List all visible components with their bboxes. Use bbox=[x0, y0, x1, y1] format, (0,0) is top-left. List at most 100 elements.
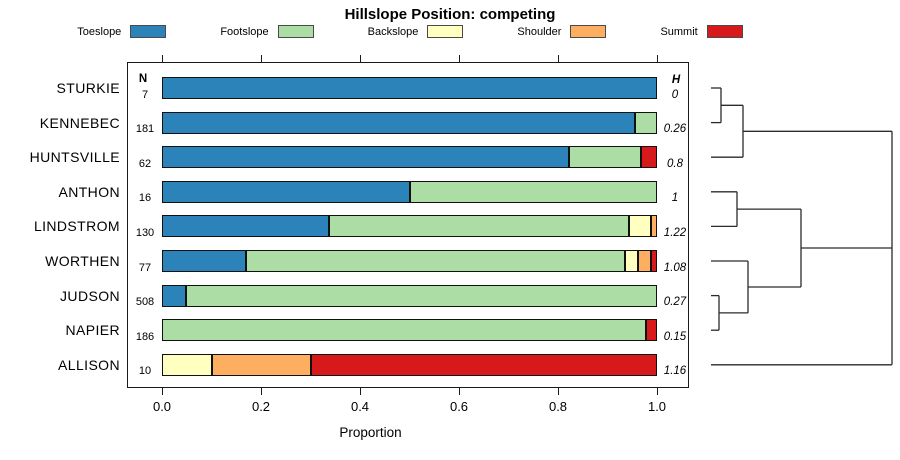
row-label-huntsville: HUNTSVILLE bbox=[29, 149, 120, 166]
x-axis-tick-label: 0.4 bbox=[350, 399, 370, 414]
bar-segment-backslope bbox=[624, 250, 638, 272]
row-label-allison: ALLISON bbox=[58, 356, 120, 373]
stacked-bar bbox=[162, 319, 657, 342]
legend-swatch-icon bbox=[706, 25, 743, 38]
x-axis-title: Proportion bbox=[339, 425, 402, 440]
bar-segment-backslope bbox=[629, 215, 651, 238]
legend-label: Footslope bbox=[220, 25, 269, 38]
bar-segment-shoulder bbox=[637, 250, 651, 272]
bar-segment-footslope bbox=[162, 319, 647, 342]
n-value: 10 bbox=[138, 365, 152, 378]
stacked-bar bbox=[162, 284, 657, 307]
stacked-bar bbox=[162, 77, 657, 99]
h-value: 1.22 bbox=[663, 226, 687, 239]
bar-segment-toeslope bbox=[162, 146, 570, 169]
stacked-bar bbox=[162, 353, 657, 376]
bar-segment-footslope bbox=[328, 215, 630, 238]
h-value: 1.16 bbox=[663, 365, 687, 378]
legend-item-summit: Summit bbox=[660, 25, 743, 38]
stacked-bar bbox=[162, 180, 657, 203]
x-axis-tick-top bbox=[657, 55, 659, 62]
h-value: 0.8 bbox=[667, 157, 683, 170]
bar-segment-footslope bbox=[245, 250, 625, 272]
bar-segment-backslope bbox=[162, 353, 212, 376]
n-value: 62 bbox=[138, 157, 152, 170]
x-axis-tick bbox=[360, 388, 362, 395]
legend-swatch-icon bbox=[130, 25, 167, 38]
x-axis-tick-label: 1.0 bbox=[647, 399, 667, 414]
legend-swatch-icon bbox=[277, 25, 314, 38]
legend-label: Shoulder bbox=[517, 25, 562, 38]
bar-segment-summit bbox=[310, 353, 657, 376]
bar-segment-toeslope bbox=[162, 284, 186, 307]
stacked-bar bbox=[162, 146, 657, 169]
n-value: 186 bbox=[135, 330, 155, 343]
row-label-napier: NAPIER bbox=[65, 322, 120, 339]
x-axis-tick-top bbox=[360, 55, 362, 62]
bar-segment-toeslope bbox=[162, 180, 410, 203]
n-value: 77 bbox=[138, 261, 152, 274]
legend-item-shoulder: Shoulder bbox=[517, 25, 607, 38]
h-value: 0.26 bbox=[663, 123, 687, 136]
bar-segment-toeslope bbox=[162, 77, 657, 99]
row-label-judson: JUDSON bbox=[60, 287, 120, 304]
x-axis-tick bbox=[558, 388, 560, 395]
dendrogram bbox=[711, 87, 893, 366]
n-value: 181 bbox=[135, 123, 155, 136]
h-value: 1.08 bbox=[663, 261, 687, 274]
stacked-bar bbox=[162, 250, 657, 272]
x-axis-tick-label: 0.6 bbox=[449, 399, 469, 414]
h-value: 0 bbox=[671, 88, 679, 101]
bar-segment-summit bbox=[650, 250, 657, 272]
chart-title: Hillslope Position: competing bbox=[344, 6, 556, 23]
h-column-header: H bbox=[671, 74, 681, 86]
legend-label: Toeslope bbox=[77, 25, 122, 38]
bar-segment-shoulder bbox=[211, 353, 311, 376]
x-axis-tick-top bbox=[162, 55, 164, 62]
legend-label: Summit bbox=[660, 25, 698, 38]
legend-label: Backslope bbox=[367, 25, 419, 38]
x-axis-tick-top bbox=[459, 55, 461, 62]
n-value: 7 bbox=[141, 88, 149, 101]
h-value: 0.27 bbox=[663, 296, 687, 309]
plot-area-border bbox=[127, 62, 689, 388]
x-axis-tick bbox=[459, 388, 461, 395]
row-label-anthon: ANTHON bbox=[58, 183, 120, 200]
bar-segment-toeslope bbox=[162, 111, 635, 134]
h-value: 0.15 bbox=[663, 330, 687, 343]
x-axis-tick-top bbox=[558, 55, 560, 62]
x-axis-tick-label: 0.8 bbox=[548, 399, 568, 414]
x-axis-tick bbox=[261, 388, 263, 395]
row-label-lindstrom: LINDSTROM bbox=[33, 218, 120, 235]
bar-segment-footslope bbox=[185, 284, 657, 307]
legend-swatch-icon bbox=[570, 25, 607, 38]
stacked-bar bbox=[162, 215, 657, 238]
x-axis-tick bbox=[657, 388, 659, 395]
x-axis-tick-top bbox=[261, 55, 263, 62]
n-value: 130 bbox=[135, 226, 155, 239]
legend-swatch-icon bbox=[427, 25, 464, 38]
x-axis-tick-label: 0.2 bbox=[251, 399, 271, 414]
legend-item-backslope: Backslope bbox=[368, 25, 464, 38]
n-value: 508 bbox=[135, 296, 155, 309]
n-column-header: N bbox=[138, 73, 148, 85]
bar-segment-footslope bbox=[409, 180, 657, 203]
bar-segment-summit bbox=[646, 319, 657, 342]
row-label-sturkie: STURKIE bbox=[56, 80, 120, 96]
bar-segment-shoulder bbox=[650, 215, 657, 238]
bar-segment-footslope bbox=[569, 146, 642, 169]
n-value: 16 bbox=[138, 192, 152, 205]
x-axis-tick bbox=[162, 388, 164, 395]
row-label-worthen: WORTHEN bbox=[45, 253, 120, 269]
bar-segment-summit bbox=[641, 146, 657, 169]
legend-item-footslope: Footslope bbox=[220, 25, 314, 38]
bar-segment-footslope bbox=[634, 111, 657, 134]
stacked-bar bbox=[162, 111, 657, 134]
bar-segment-toeslope bbox=[162, 215, 329, 238]
legend-item-toeslope: Toeslope bbox=[77, 25, 167, 38]
legend: Toeslope Footslope Backslope Shoulder Summit bbox=[0, 25, 820, 38]
x-axis-tick-label: 0.0 bbox=[152, 399, 172, 414]
bar-segment-toeslope bbox=[162, 250, 246, 272]
h-value: 1 bbox=[671, 192, 679, 205]
